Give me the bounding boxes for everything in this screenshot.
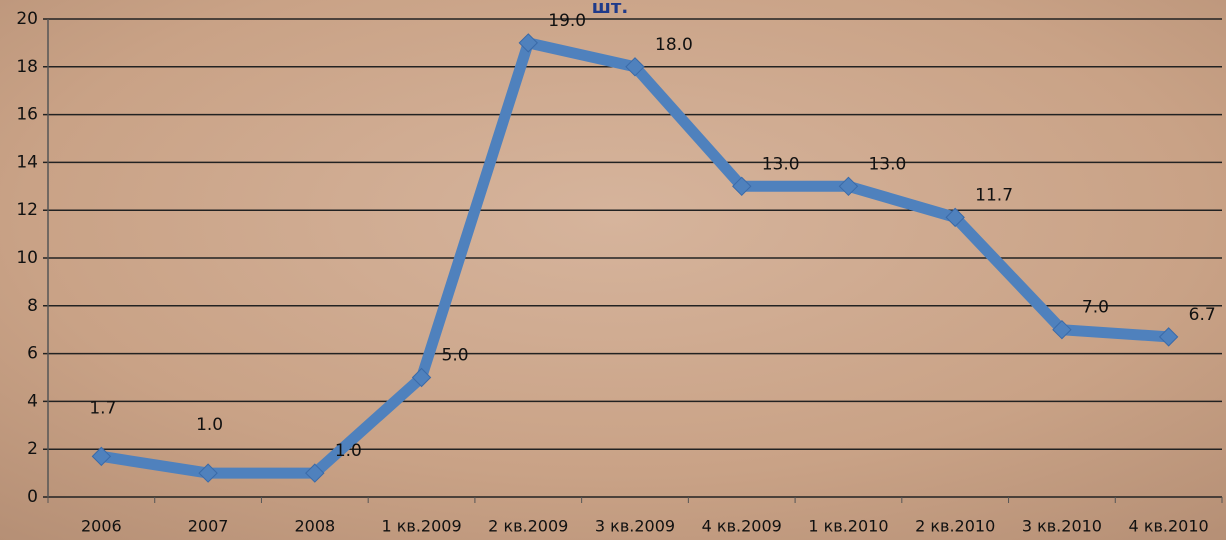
- data-label: 13.0: [762, 154, 800, 174]
- x-tick-label: 2 кв.2009: [488, 517, 568, 536]
- y-tick-label: 2: [27, 439, 38, 459]
- data-label: 13.0: [868, 154, 906, 174]
- x-tick-label: 2008: [294, 517, 335, 536]
- x-tick-label: 2 кв.2010: [915, 517, 995, 536]
- data-label: 11.7: [975, 185, 1013, 205]
- y-tick-label: 6: [27, 344, 38, 364]
- data-label: 6.7: [1189, 305, 1216, 325]
- background: [0, 0, 1226, 540]
- y-tick-label: 4: [27, 391, 38, 411]
- data-label: 18.0: [655, 35, 693, 55]
- y-tick-label: 18: [16, 57, 38, 77]
- x-tick-label: 3 кв.2009: [595, 517, 675, 536]
- x-tick-label: 2006: [81, 517, 122, 536]
- y-tick-label: 8: [27, 296, 38, 316]
- y-tick-label: 10: [16, 248, 38, 268]
- data-label: 7.0: [1082, 298, 1109, 318]
- data-label: 1.0: [196, 415, 223, 435]
- y-tick-label: 12: [16, 200, 38, 220]
- y-tick-label: 14: [16, 152, 38, 172]
- x-tick-label: 3 кв.2010: [1022, 517, 1102, 536]
- y-tick-label: 16: [16, 105, 38, 125]
- x-tick-label: 4 кв.2009: [702, 517, 782, 536]
- data-label: 1.7: [89, 398, 116, 418]
- y-tick-label: 0: [27, 487, 38, 507]
- data-label: 19.0: [548, 11, 586, 31]
- data-label: 1.0: [335, 441, 362, 461]
- chart: шт. 0 2 4 6 8 10 12 14 16 18 20 2006 2007 2008 1 кв.20…: [0, 0, 1226, 540]
- data-label: 5.0: [442, 346, 469, 366]
- x-tick-label: 2007: [188, 517, 229, 536]
- x-tick-label: 1 кв.2009: [381, 517, 461, 536]
- chart-title: шт.: [592, 0, 628, 18]
- x-tick-label: 1 кв.2010: [808, 517, 888, 536]
- y-tick-label: 20: [16, 9, 38, 29]
- x-tick-label: 4 кв.2010: [1129, 517, 1209, 536]
